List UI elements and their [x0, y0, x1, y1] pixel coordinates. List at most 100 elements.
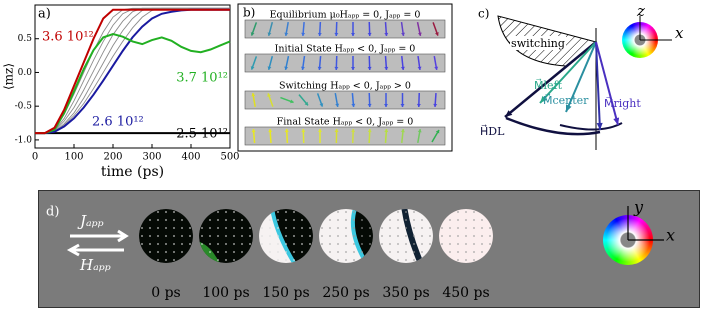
spin-arrow-head: [334, 66, 339, 70]
spin-arrow-head: [319, 103, 324, 107]
domain: [319, 209, 368, 263]
vector-label: M⃗center: [543, 93, 589, 107]
vector-label: M⃗right: [604, 96, 641, 110]
snapshot: [199, 209, 253, 263]
spin-arrow-head: [317, 32, 322, 36]
strip: [244, 19, 446, 39]
spin-arrow-head: [384, 66, 389, 70]
strip-title: Equilibrium μ₀Hₐₚₚ = 0, Jₐₚₚ = 0: [270, 10, 421, 21]
panel-b-frame: [237, 3, 453, 152]
spin-arrow-head: [367, 129, 372, 133]
spin-arrow-head: [267, 93, 272, 97]
series-label: 3.7 10¹²: [176, 71, 228, 86]
y-tick-label: 0.0: [18, 68, 33, 78]
y-tick-label: -0.5: [15, 102, 33, 112]
vector: [565, 41, 597, 113]
x-tick-label: 0: [32, 152, 38, 163]
x-tick-label: 500: [220, 152, 239, 163]
series-line: [35, 32, 231, 135]
spin-arrow-head: [416, 103, 421, 107]
spin-arrow-head: [250, 66, 255, 70]
panel-label: a): [38, 7, 51, 22]
spin-arrow-head: [435, 129, 440, 134]
field-arrow: [66, 243, 124, 257]
spin-arrow-head: [400, 66, 405, 70]
vector: [595, 41, 619, 126]
x-tick-label: 200: [103, 152, 122, 163]
snapshot: [139, 209, 193, 263]
vector: [504, 41, 597, 118]
vector-head: [596, 122, 603, 130]
spin-arrow-head: [400, 104, 405, 107]
spin-arrow-head: [317, 66, 322, 70]
spin-arrow-head: [250, 32, 255, 36]
spin-arrow-head: [351, 33, 355, 36]
switching-label: switching: [511, 37, 565, 50]
current-arrow: [70, 229, 129, 243]
current-label: Jₐₚₚ: [77, 212, 104, 230]
vector-head: [566, 104, 572, 112]
spin-arrow-head: [384, 129, 389, 133]
spin-arrow-head: [301, 32, 306, 36]
vector: [595, 41, 601, 131]
vector-label: M⃗left: [534, 78, 563, 92]
vector-head: [540, 95, 547, 103]
spin-arrow-head: [251, 93, 256, 97]
time-label: 450 ps: [442, 285, 489, 301]
spin-arrow-head: [367, 66, 372, 70]
strip: [244, 53, 446, 73]
spin-arrow-head: [351, 129, 356, 133]
spin-arrow-head: [301, 129, 306, 133]
series-label: 3.6 10¹²: [42, 30, 94, 45]
snapshot: [439, 209, 493, 263]
panel-label: b): [243, 6, 255, 20]
snapshot: [379, 209, 433, 263]
spin-arrow-head: [417, 66, 422, 70]
time-label: 0 ps: [151, 285, 181, 301]
spin-arrow-head: [284, 66, 289, 70]
panel-label: d): [46, 205, 59, 220]
strip-title: Final State Hₐₚₚ < 0, Jₐₚₚ = 0: [277, 117, 414, 128]
x-tick-label: 400: [181, 152, 200, 163]
time-label: 150 ps: [262, 285, 309, 301]
time-label: 350 ps: [382, 285, 429, 301]
strip-title: Initial State Hₐₚₚ < 0, Jₐₚₚ = 0: [275, 44, 416, 55]
vector: [539, 41, 597, 104]
spin-arrow-head: [334, 129, 339, 133]
spin-arrow-head: [251, 129, 256, 133]
spin-arrow-head: [433, 103, 438, 107]
plot-frame: [34, 4, 231, 149]
x-axis-label: time (ps): [101, 164, 164, 180]
spin-arrow-head: [267, 32, 272, 36]
spin-arrow-head: [318, 129, 322, 132]
spin-arrow-head: [267, 66, 272, 70]
vector-head: [505, 110, 513, 117]
vector-label: H⃗DL: [480, 124, 505, 138]
spin-arrow-head: [417, 129, 422, 133]
spin-arrow-head: [290, 99, 294, 104]
panel-label: c): [478, 7, 489, 21]
axis-label: x: [666, 226, 675, 245]
spin-arrow-head: [351, 103, 356, 107]
spin-arrow-head: [300, 66, 305, 70]
series-label: 2.6 10¹²: [92, 115, 144, 130]
y-axis-label: ⟨mz⟩: [2, 63, 16, 90]
y-tick-label: 0.5: [18, 34, 33, 44]
series-label: 2.5 10¹²: [176, 127, 228, 142]
snapshot: [319, 209, 373, 263]
spin-arrow-head: [284, 129, 289, 133]
spin-arrow-head: [434, 32, 439, 36]
spin-arrow-head: [335, 103, 340, 107]
x-tick-label: 100: [64, 152, 83, 163]
spin-arrow-head: [367, 32, 372, 36]
strip: [244, 90, 446, 110]
arc: [559, 122, 623, 131]
spin-arrow-head: [401, 32, 406, 36]
x-tick-label: 300: [142, 152, 161, 163]
spin-arrow-head: [400, 129, 405, 133]
spin-arrow-head: [268, 129, 273, 133]
spin-arrow-head: [304, 101, 308, 106]
time-label: 100 ps: [202, 285, 249, 301]
